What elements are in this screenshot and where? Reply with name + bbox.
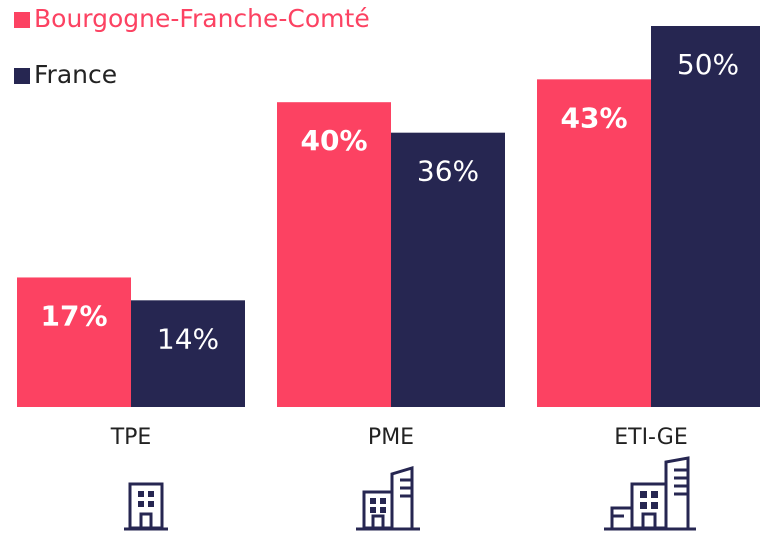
icon-pme [356,465,420,531]
data-label: 40% [300,124,367,157]
legend-label: Bourgogne-Franche-Comté [34,4,370,33]
data-label: 50% [677,48,739,81]
icon-eti [604,456,696,531]
data-label: 36% [417,155,479,188]
icons [124,456,696,531]
bar [391,132,505,407]
data-label: 43% [560,101,627,134]
bar [651,26,760,407]
x-tick-label: PME [368,425,414,450]
bar [537,79,651,407]
x-tick-label: TPE [110,425,152,450]
bar [17,277,131,407]
legend-swatch [14,68,30,84]
legend-swatch [14,12,30,28]
icon-tpe [124,482,168,531]
bar [277,102,391,407]
bar [131,300,245,407]
data-label: 14% [157,322,219,355]
data-label: 17% [40,299,107,332]
legend-label: France [34,60,117,89]
x-tick-label: ETI-GE [614,425,688,450]
